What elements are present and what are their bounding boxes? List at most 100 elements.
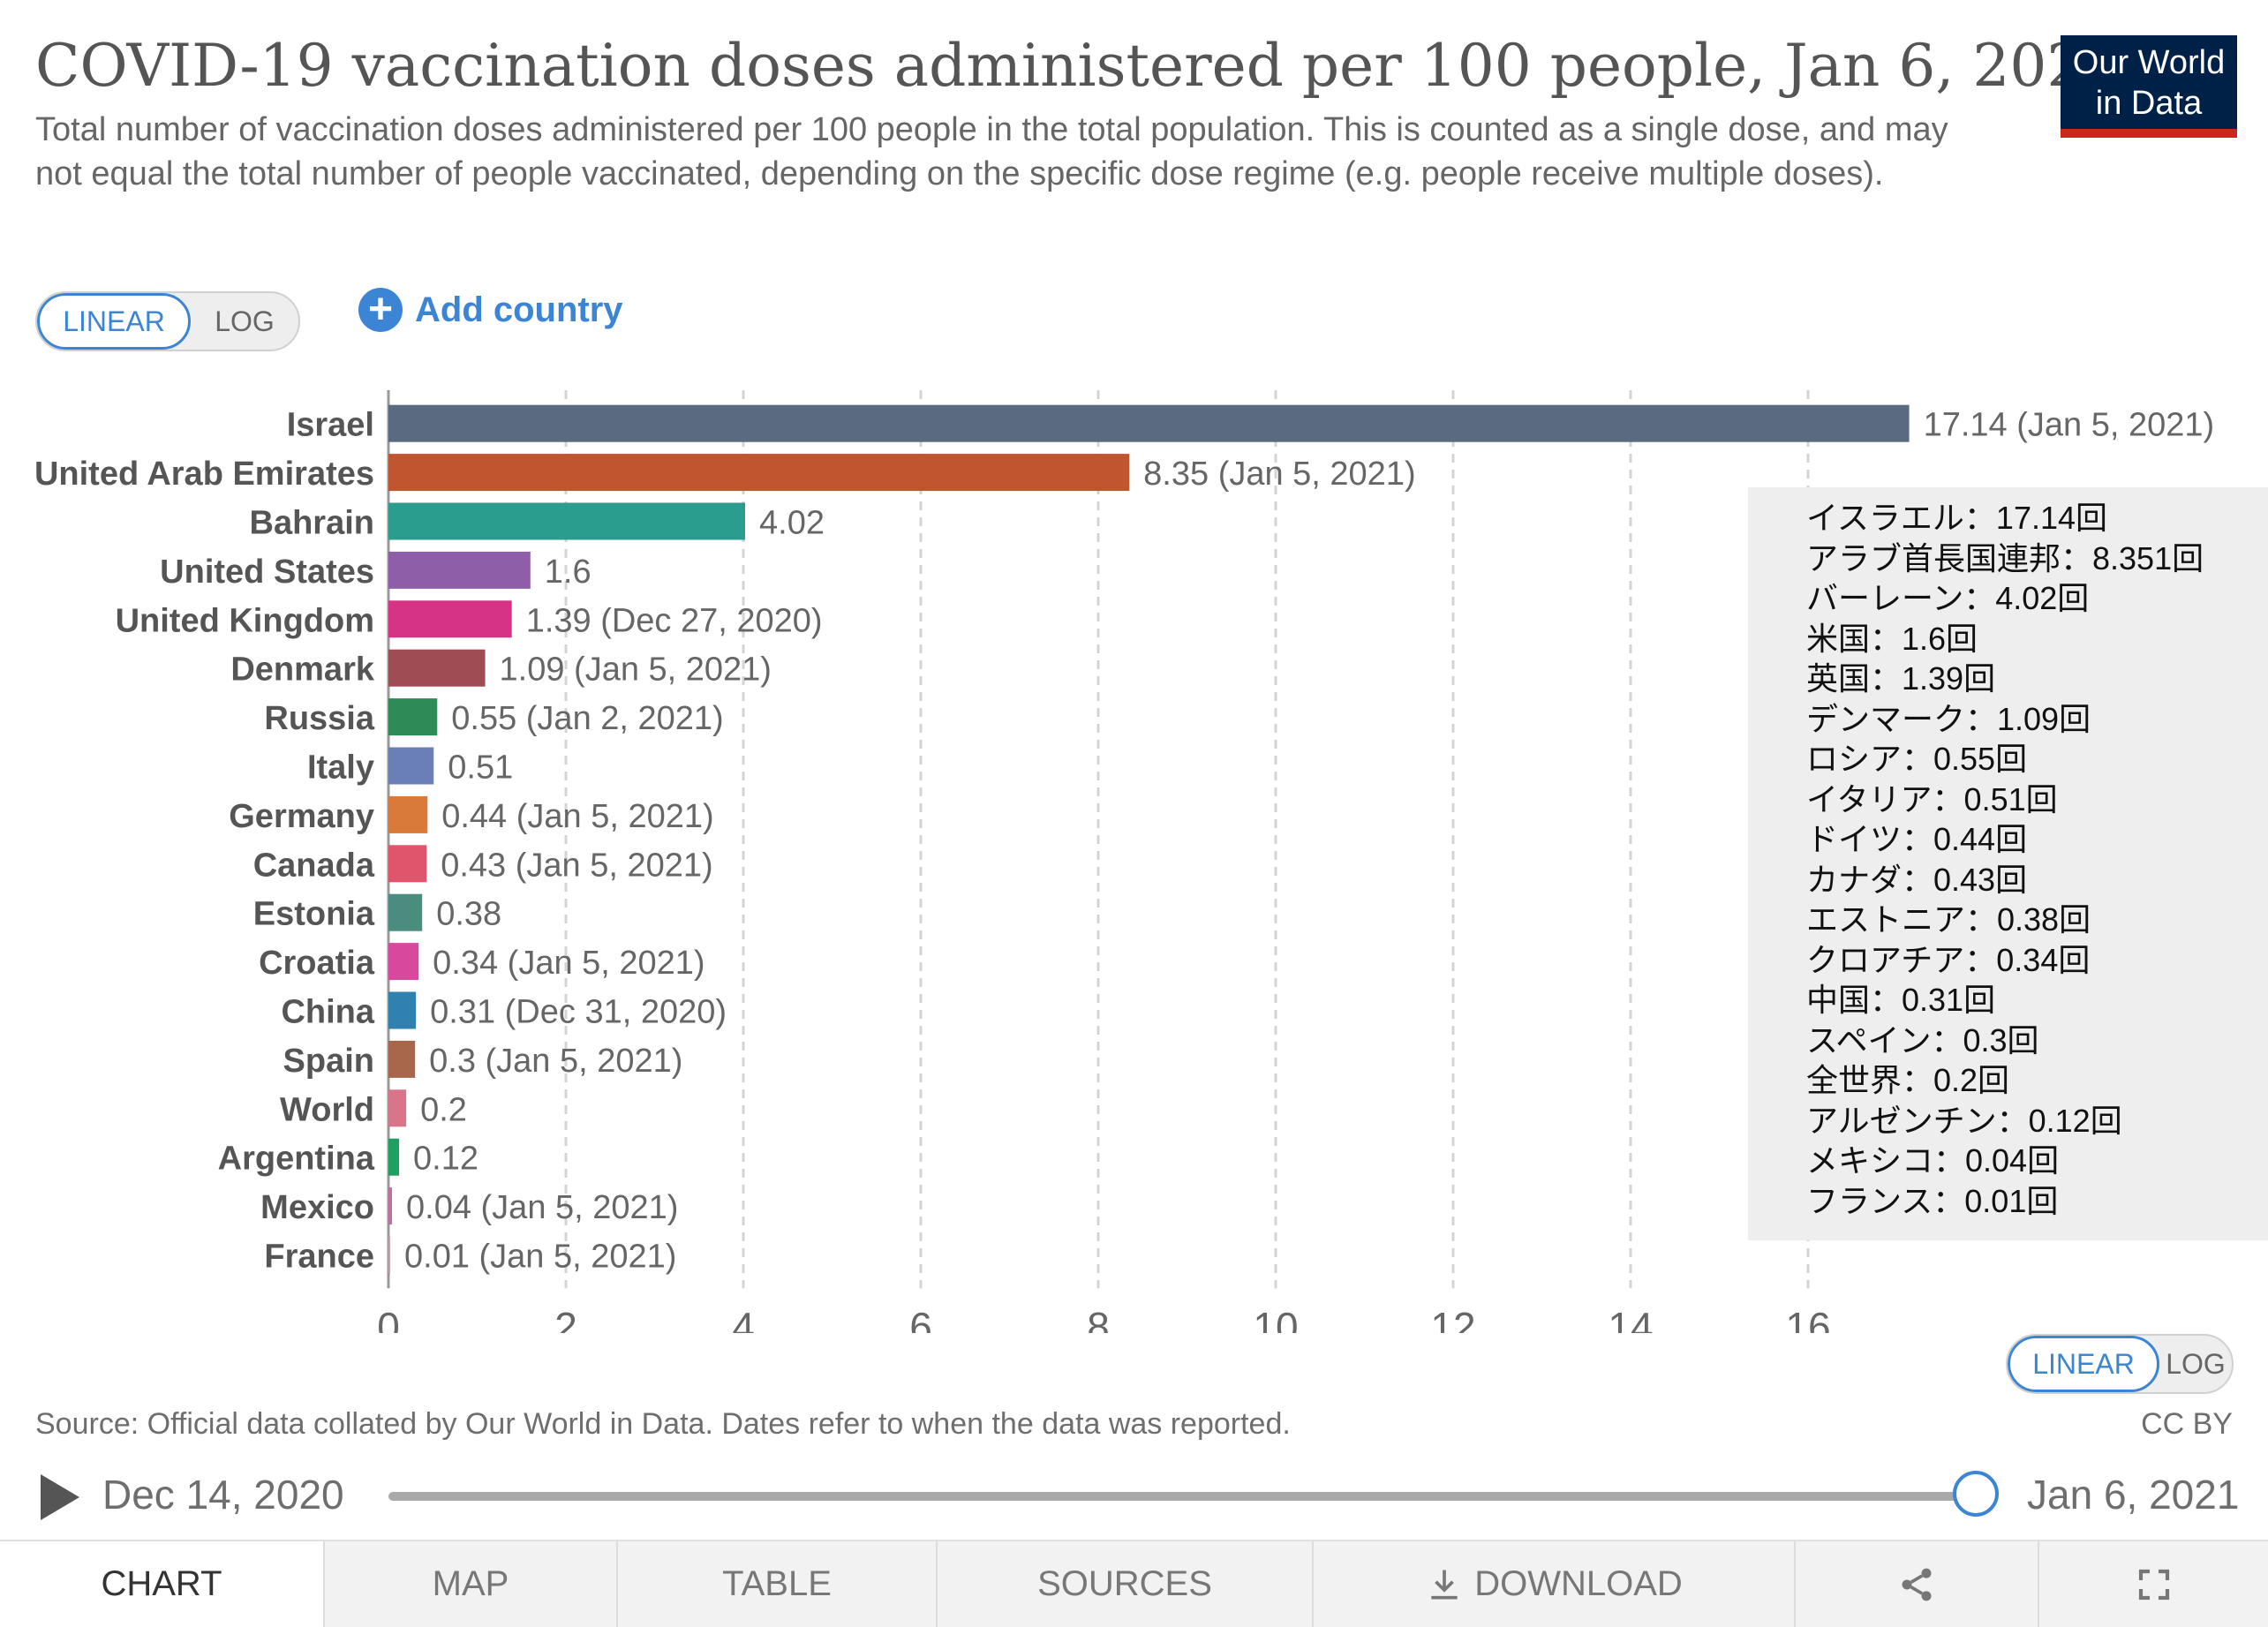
license-link[interactable]: CC BY (2141, 1407, 2233, 1441)
value-label: 0.01 (Jan 5, 2021) (404, 1239, 676, 1276)
source-note: Source: Official data collated by Our Wo… (35, 1407, 1291, 1441)
x-tick-label: 10 (1253, 1304, 1298, 1333)
log-button-bottom[interactable]: LOG (2166, 1347, 2226, 1380)
linear-button[interactable]: LINEAR (37, 293, 191, 350)
bar[interactable] (388, 698, 438, 736)
category-label: Russia (264, 700, 374, 737)
tab-table[interactable]: TABLE (616, 1541, 936, 1627)
bar[interactable] (388, 1138, 400, 1176)
linear-button-bottom[interactable]: LINEAR (2008, 1336, 2159, 1392)
value-label: 1.09 (Jan 5, 2021) (500, 652, 772, 689)
annotation-line: エストニア：0.38回 (1806, 901, 2091, 938)
x-tick-label: 0 (377, 1304, 400, 1333)
annotation-line: イスラエル：17.14回 (1806, 500, 2108, 536)
x-tick-label: 8 (1087, 1304, 1110, 1333)
annotation-line: フランス：0.01回 (1806, 1182, 2059, 1219)
annotation-line: 中国：0.31回 (1806, 982, 1996, 1018)
x-tick-label: 14 (1608, 1304, 1653, 1333)
value-label: 1.39 (Dec 27, 2020) (526, 602, 823, 639)
category-label: World (280, 1091, 374, 1128)
annotation-line: 米国：1.6回 (1806, 620, 1978, 657)
bar[interactable] (388, 1089, 407, 1127)
tab-share[interactable] (1794, 1541, 2038, 1627)
logo-line-1: Our World (2072, 44, 2226, 81)
annotation-line: カナダ：0.43回 (1806, 861, 2028, 898)
bar[interactable] (388, 404, 1910, 442)
annotation-line: デンマーク：1.09回 (1806, 700, 2091, 737)
timeline-track[interactable] (388, 1492, 1978, 1501)
value-label: 0.44 (Jan 5, 2021) (441, 798, 713, 835)
category-label: Estonia (253, 896, 375, 933)
value-label: 0.12 (413, 1141, 478, 1178)
category-label: Germany (229, 798, 374, 835)
tab-fullscreen[interactable] (2038, 1541, 2268, 1627)
value-label: 0.51 (448, 749, 513, 787)
timeline-start-date: Dec 14, 2020 (102, 1472, 344, 1518)
bar[interactable] (388, 649, 486, 687)
category-label: China (281, 994, 374, 1031)
bar-chart: 0 2 4 6 8 10 12 14 16 Israel 17.14 (Jan 5, 2021) Un… (34, 390, 2215, 1333)
value-label: 0.2 (420, 1091, 467, 1128)
bar[interactable] (388, 1236, 390, 1274)
value-label: 8.35 (Jan 5, 2021) (1143, 456, 1415, 493)
annotation-line: スペイン：0.3回 (1806, 1021, 2039, 1058)
owid-logo[interactable]: Our World in Data (2061, 35, 2237, 138)
category-label: United Kingdom (116, 602, 374, 639)
chart-subtitle: Total number of vaccination doses admini… (35, 111, 1948, 192)
add-country-button[interactable]: + Add country (358, 288, 623, 332)
tab-download[interactable]: DOWNLOAD (1312, 1541, 1794, 1627)
annotation-line: ロシア：0.55回 (1806, 741, 2028, 777)
category-label: Italy (307, 749, 374, 787)
value-label: 0.31 (Dec 31, 2020) (430, 994, 727, 1031)
value-label: 0.38 (436, 896, 501, 933)
category-label: Croatia (259, 945, 375, 982)
category-label: Israel (287, 407, 374, 444)
timeline: Dec 14, 2020 Jan 6, 2021 (0, 1448, 2268, 1536)
category-label: Bahrain (250, 505, 374, 542)
scale-toggle-bottom: LINEAR LOG (2006, 1334, 2234, 1394)
play-icon[interactable] (41, 1474, 79, 1520)
category-label: Mexico (260, 1189, 374, 1226)
annotation-line: イタリア：0.51回 (1806, 780, 2058, 817)
tab-map[interactable]: MAP (323, 1541, 616, 1627)
share-icon (1902, 1568, 1932, 1601)
bar[interactable] (388, 1187, 393, 1225)
bar[interactable] (388, 454, 1130, 492)
bottom-tabs: CHART MAP TABLE SOURCES DOWNLOAD (0, 1540, 2268, 1627)
value-label: 0.34 (Jan 5, 2021) (433, 945, 705, 982)
logo-line-2: in Data (2095, 85, 2203, 122)
tab-sources[interactable]: SOURCES (936, 1541, 1312, 1627)
value-label: 0.43 (Jan 5, 2021) (441, 847, 712, 884)
bar[interactable] (388, 1040, 416, 1078)
x-tick-label: 16 (1785, 1304, 1830, 1333)
chart-title: COVID-19 vaccination doses administered … (35, 32, 2121, 100)
value-label: 0.3 (Jan 5, 2021) (429, 1043, 682, 1080)
bar[interactable] (388, 795, 428, 833)
bar[interactable] (388, 845, 427, 883)
value-label: 0.55 (Jan 2, 2021) (451, 700, 723, 737)
scale-toggle-top: LINEAR LOG (35, 291, 300, 351)
bar[interactable] (388, 943, 419, 981)
bar[interactable] (388, 551, 531, 589)
timeline-end-date: Jan 6, 2021 (2027, 1472, 2240, 1518)
download-icon (1431, 1570, 1458, 1599)
value-label: 1.6 (545, 554, 591, 591)
bar[interactable] (388, 747, 434, 785)
bar[interactable] (388, 893, 423, 931)
tab-chart[interactable]: CHART (0, 1541, 323, 1627)
category-label: Spain (283, 1043, 374, 1080)
category-label: Argentina (218, 1141, 375, 1178)
log-button[interactable]: LOG (215, 305, 275, 337)
annotation-line: アラブ首長国連邦：8.351回 (1806, 539, 2204, 576)
bar[interactable] (388, 991, 417, 1029)
annotation-line: クロアチア：0.34回 (1806, 941, 2091, 978)
annotation-line: 全世界：0.2回 (1806, 1062, 2010, 1098)
tab-download-label: DOWNLOAD (1474, 1564, 1683, 1603)
value-label: 17.14 (Jan 5, 2021) (1924, 407, 2215, 444)
bar[interactable] (388, 600, 512, 638)
plus-circle-icon: + (358, 288, 403, 332)
x-tick-label: 6 (909, 1304, 932, 1333)
value-label: 4.02 (759, 505, 825, 542)
bar[interactable] (388, 502, 746, 540)
timeline-handle[interactable] (1953, 1471, 1999, 1517)
